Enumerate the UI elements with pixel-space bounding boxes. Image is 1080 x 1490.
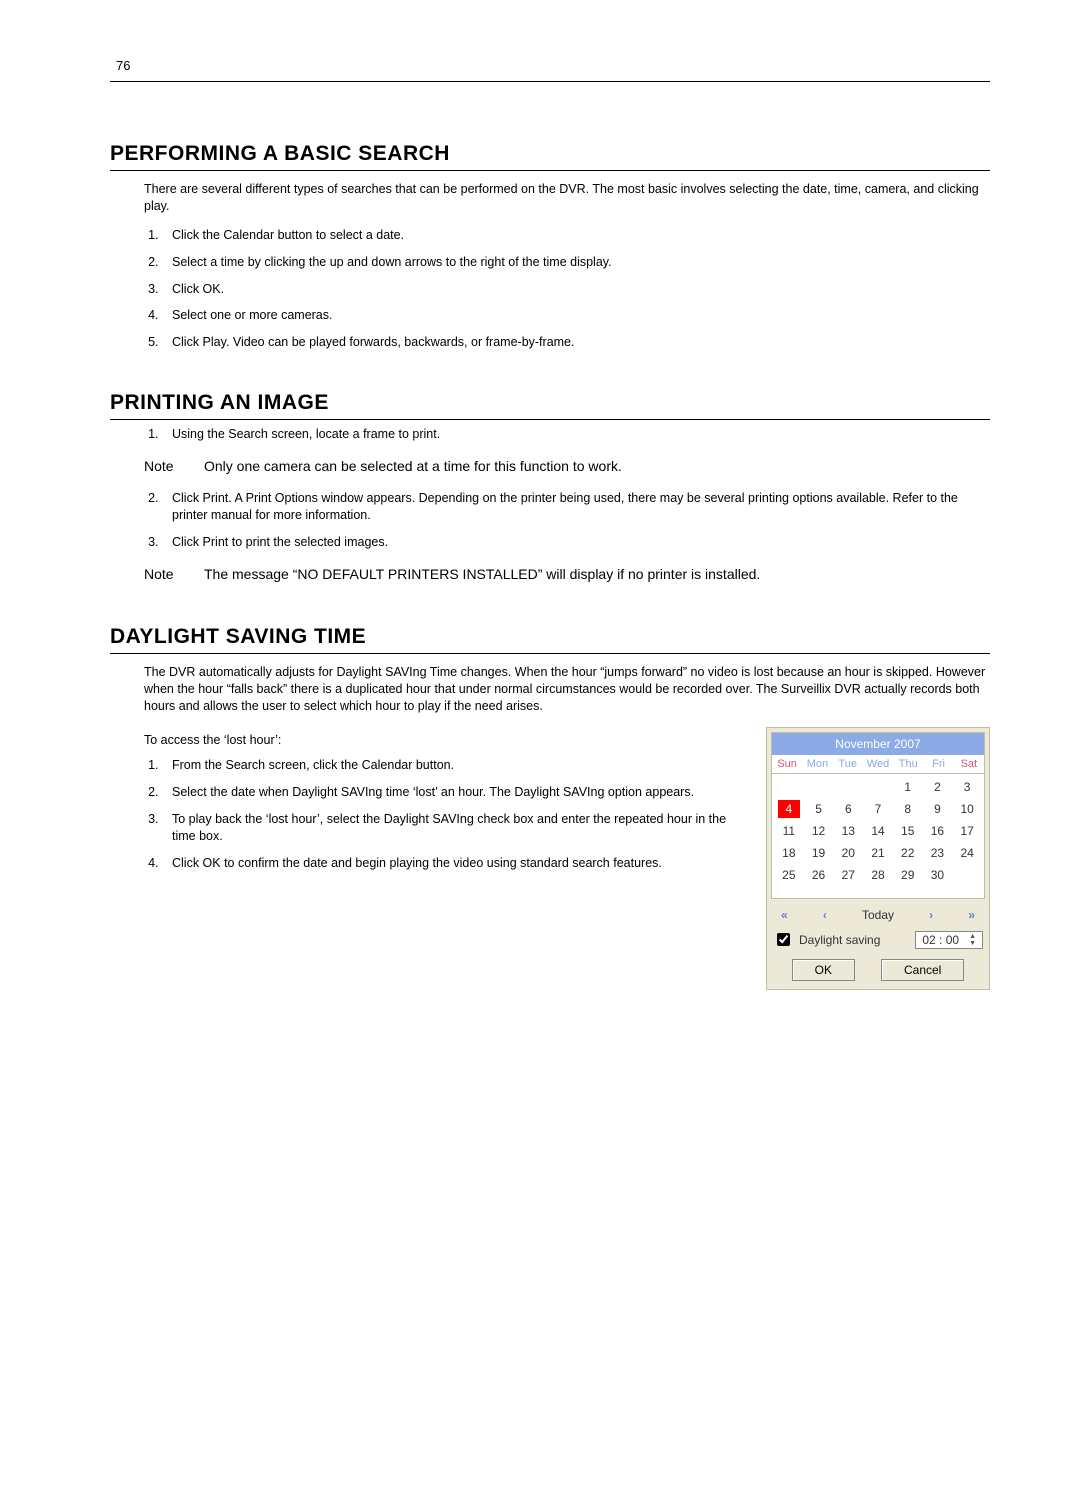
steps-printing-b: Click Print. A Print Options window appe…	[144, 490, 990, 551]
calendar-day-cell[interactable]: 12	[804, 822, 834, 840]
calendar-day-cell[interactable]: 5	[804, 800, 834, 818]
calendar-day-cell[interactable]: 21	[863, 844, 893, 862]
calendar-title: November 2007	[772, 733, 984, 755]
calendar-day-cell[interactable]: 13	[833, 822, 863, 840]
calendar-day-cell	[863, 778, 893, 796]
calendar-dayname: Tue	[833, 755, 863, 773]
top-rule	[110, 81, 990, 82]
calendar-dayname: Sun	[772, 755, 802, 773]
calendar-day-cell[interactable]: 19	[804, 844, 834, 862]
dst-time-value: 02 : 00	[918, 933, 963, 947]
step-item: Select a time by clicking the up and dow…	[162, 254, 990, 271]
calendar-day-cell[interactable]: 23	[923, 844, 953, 862]
calendar-dayname: Sat	[954, 755, 984, 773]
calendar-grid: 1234567891011121314151617181920212223242…	[772, 774, 984, 898]
calendar-day-cell[interactable]: 1	[893, 778, 923, 796]
calendar-day-cell[interactable]: 20	[833, 844, 863, 862]
step-item: Click Print. A Print Options window appe…	[162, 490, 990, 524]
calendar-dayname: Mon	[802, 755, 832, 773]
intro-dst: The DVR automatically adjusts for Daylig…	[144, 664, 990, 715]
calendar-day-cell[interactable]: 2	[923, 778, 953, 796]
steps-dst: From the Search screen, click the Calend…	[144, 757, 746, 871]
nav-prev-icon[interactable]: ‹	[823, 908, 827, 922]
heading-printing: PRINTING AN IMAGE	[110, 391, 990, 420]
steps-basic-search: Click the Calendar button to select a da…	[144, 227, 990, 351]
spinner-up-icon[interactable]: ▲	[969, 933, 976, 940]
calendar-dayname: Thu	[893, 755, 923, 773]
calendar-day-cell[interactable]: 16	[923, 822, 953, 840]
calendar-day-cell	[833, 778, 863, 796]
note-text: Only one camera can be selected at a tim…	[204, 457, 990, 476]
dst-checkbox-label: Daylight saving	[799, 933, 880, 947]
page-number: 76	[116, 58, 990, 73]
calendar-day-cell	[952, 866, 982, 884]
today-button[interactable]: Today	[862, 908, 894, 922]
calendar-day-cell[interactable]: 4	[778, 800, 800, 818]
calendar-day-cell[interactable]: 14	[863, 822, 893, 840]
calendar-day-cell[interactable]: 27	[833, 866, 863, 884]
calendar-day-cell[interactable]: 3	[952, 778, 982, 796]
calendar-day-cell[interactable]: 8	[893, 800, 923, 818]
note-label: Note	[144, 565, 204, 584]
calendar-day-cell[interactable]: 11	[774, 822, 804, 840]
step-item: Click OK to confirm the date and begin p…	[162, 855, 746, 872]
calendar-day-cell[interactable]: 22	[893, 844, 923, 862]
step-item: Select one or more cameras.	[162, 307, 990, 324]
step-item: Click Play. Video can be played forwards…	[162, 334, 990, 351]
dst-checkbox-row: Daylight saving 02 : 00 ▲ ▼	[767, 927, 989, 955]
calendar-day-cell[interactable]: 9	[923, 800, 953, 818]
heading-dst: DAYLIGHT SAVING TIME	[110, 625, 990, 654]
dst-checkbox[interactable]	[777, 933, 790, 946]
calendar-day-cell[interactable]: 10	[952, 800, 982, 818]
calendar-day-cell[interactable]: 29	[893, 866, 923, 884]
intro-basic-search: There are several different types of sea…	[144, 181, 990, 215]
calendar-day-cell[interactable]: 7	[863, 800, 893, 818]
step-item: To play back the ‘lost hour’, select the…	[162, 811, 746, 845]
nav-last-icon[interactable]: »	[968, 908, 975, 922]
calendar-day-cell[interactable]: 25	[774, 866, 804, 884]
calendar-day-cell[interactable]: 26	[804, 866, 834, 884]
step-item: Click OK.	[162, 281, 990, 298]
step-item: Click Print to print the selected images…	[162, 534, 990, 551]
calendar-day-cell[interactable]: 6	[833, 800, 863, 818]
note-label: Note	[144, 457, 204, 476]
step-item: Using the Search screen, locate a frame …	[162, 426, 990, 443]
nav-first-icon[interactable]: «	[781, 908, 788, 922]
calendar-day-cell[interactable]: 15	[893, 822, 923, 840]
dst-time-box[interactable]: 02 : 00 ▲ ▼	[915, 931, 983, 949]
calendar-widget: November 2007 SunMonTueWedThuFriSat 1234…	[766, 727, 990, 990]
cancel-button[interactable]: Cancel	[881, 959, 964, 981]
time-spinner[interactable]: ▲ ▼	[965, 933, 980, 947]
note-row-2: Note The message “NO DEFAULT PRINTERS IN…	[144, 565, 990, 584]
heading-basic-search: PERFORMING A BASIC SEARCH	[110, 142, 990, 171]
calendar-day-cell[interactable]: 24	[952, 844, 982, 862]
calendar-buttons: OK Cancel	[767, 955, 989, 989]
nav-next-icon[interactable]: ›	[929, 908, 933, 922]
calendar-dayname: Wed	[863, 755, 893, 773]
calendar-daynames: SunMonTueWedThuFriSat	[772, 755, 984, 774]
ok-button[interactable]: OK	[792, 959, 855, 981]
step-item: Select the date when Daylight SAVIng tim…	[162, 784, 746, 801]
calendar-nav: « ‹ Today › »	[767, 903, 989, 927]
steps-printing-a: Using the Search screen, locate a frame …	[144, 426, 990, 443]
calendar-day-cell[interactable]: 28	[863, 866, 893, 884]
step-item: From the Search screen, click the Calend…	[162, 757, 746, 774]
calendar-day-cell[interactable]: 18	[774, 844, 804, 862]
note-row-1: Note Only one camera can be selected at …	[144, 457, 990, 476]
calendar-day-cell	[804, 778, 834, 796]
spinner-down-icon[interactable]: ▼	[969, 940, 976, 947]
dst-access-line: To access the ‘lost hour’:	[144, 733, 746, 747]
calendar-day-cell	[774, 778, 804, 796]
step-item: Click the Calendar button to select a da…	[162, 227, 990, 244]
note-text: The message “NO DEFAULT PRINTERS INSTALL…	[204, 565, 990, 584]
calendar-day-cell[interactable]: 17	[952, 822, 982, 840]
calendar-dayname: Fri	[923, 755, 953, 773]
calendar-day-cell[interactable]: 30	[923, 866, 953, 884]
